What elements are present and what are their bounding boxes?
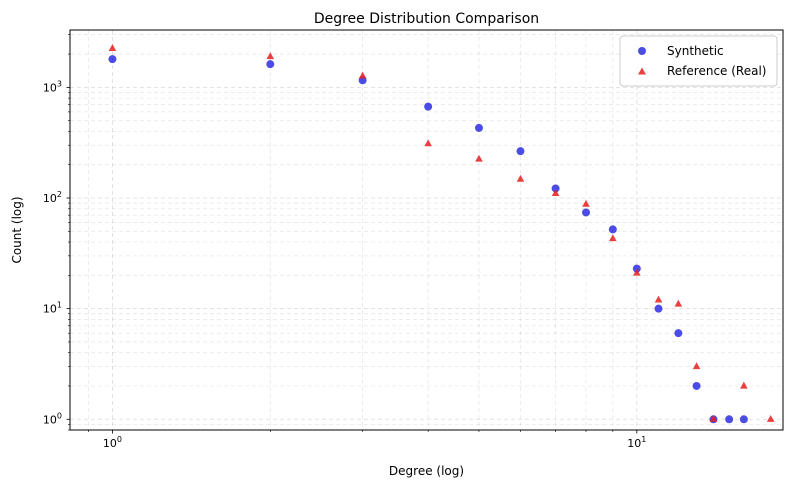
chart-title: Degree Distribution Comparison: [314, 11, 539, 27]
y-tick-label: 100: [43, 411, 62, 426]
reference-point: [551, 189, 560, 197]
reference-point: [674, 299, 683, 307]
reference-point: [516, 174, 525, 182]
reference-point: [475, 154, 483, 162]
y-tick-label: 103: [43, 79, 62, 94]
synthetic-point: [725, 415, 734, 424]
legend: Synthetic Reference (Real): [619, 35, 778, 87]
reference-point: [266, 52, 275, 60]
synthetic-point: [632, 264, 641, 273]
ticks-layer: 100 101 100 101 102 103: [43, 34, 646, 450]
synthetic-point: [654, 304, 663, 313]
legend-label-reference: Reference (Real): [667, 64, 766, 78]
y-axis-title: Count (log): [10, 196, 24, 263]
reference-point: [108, 44, 117, 52]
reference-point: [424, 139, 432, 147]
legend-box: [619, 35, 778, 87]
reference-point: [709, 414, 718, 422]
synthetic-point: [739, 415, 748, 424]
y-tick-label: 102: [43, 190, 62, 205]
x-tick-label: 100: [103, 435, 122, 450]
x-axis-title: Degree (log): [389, 464, 464, 478]
synthetic-point: [551, 184, 560, 193]
points-layer: [108, 44, 775, 424]
reference-point: [740, 381, 748, 389]
reference-point: [609, 234, 617, 242]
reference-point: [633, 268, 641, 276]
synthetic-point: [516, 147, 525, 156]
reference-point: [766, 414, 775, 422]
y-tick-label: 101: [43, 301, 62, 316]
reference-point: [692, 362, 701, 370]
plot-frame: [69, 29, 784, 431]
legend-marker-synthetic: [638, 47, 646, 55]
synthetic-point: [266, 60, 275, 69]
legend-label-synthetic: Synthetic: [667, 44, 724, 58]
reference-point: [654, 295, 663, 303]
grid-layer: [70, 30, 783, 431]
x-tick-label: 101: [627, 435, 646, 450]
synthetic-point: [608, 225, 617, 234]
synthetic-point: [108, 55, 117, 64]
synthetic-point: [582, 208, 591, 217]
synthetic-point: [692, 381, 701, 390]
synthetic-point: [674, 329, 683, 338]
reference-point: [358, 71, 367, 79]
synthetic-point: [474, 123, 483, 132]
reference-point: [582, 199, 590, 207]
legend-marker-reference: [638, 67, 646, 75]
synthetic-point: [424, 102, 433, 111]
